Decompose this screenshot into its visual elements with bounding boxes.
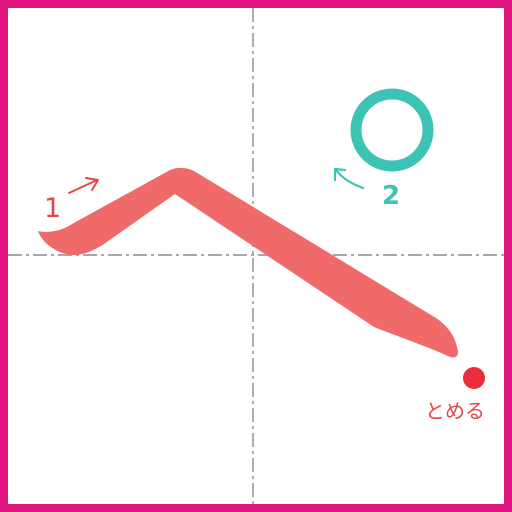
stroke-1-number: 1 bbox=[44, 193, 61, 224]
stroke-1-shape bbox=[38, 167, 458, 358]
stop-dot bbox=[463, 367, 485, 389]
stroke-2-circle bbox=[350, 88, 434, 172]
stroke-2-arrow-icon bbox=[333, 167, 365, 190]
guide-lines bbox=[8, 8, 504, 504]
stroke-1-arrow-icon bbox=[68, 177, 99, 194]
stop-label: とめる bbox=[425, 399, 485, 423]
stroke-2-number: 2 bbox=[382, 181, 400, 211]
